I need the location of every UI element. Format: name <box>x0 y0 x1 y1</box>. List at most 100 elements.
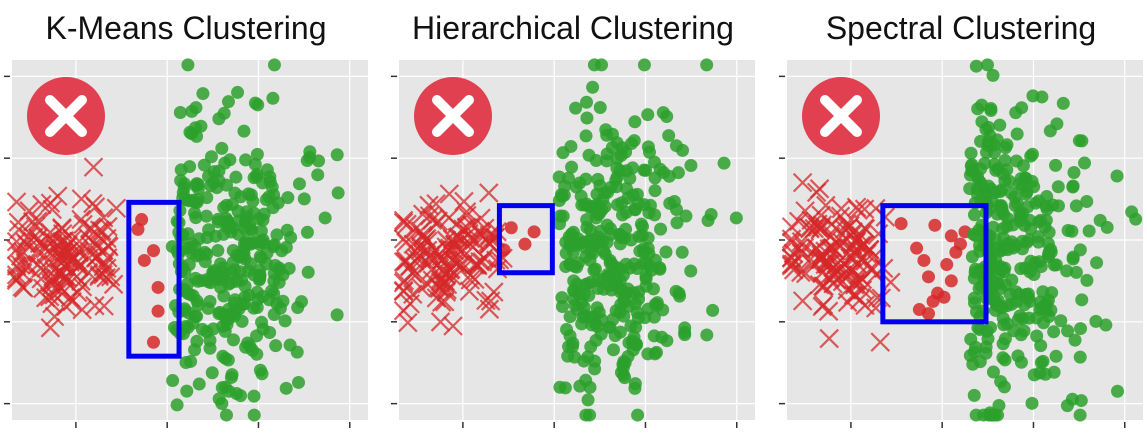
data-point <box>619 145 633 159</box>
data-point <box>967 388 981 402</box>
data-point <box>1089 314 1103 328</box>
data-point <box>583 380 597 394</box>
data-point <box>199 209 213 223</box>
data-point <box>190 309 204 323</box>
data-point <box>994 375 1008 389</box>
data-point-x <box>44 306 65 327</box>
panel-spectral: Spectral Clustering <box>775 0 1147 439</box>
data-point <box>173 106 187 120</box>
data-point <box>254 235 268 249</box>
data-point-x <box>783 254 804 274</box>
data-point <box>151 304 165 318</box>
data-point-x <box>6 265 27 285</box>
data-point <box>580 111 594 125</box>
data-point <box>240 237 254 251</box>
data-point <box>910 241 924 255</box>
data-point <box>673 289 687 303</box>
data-point <box>603 253 617 267</box>
data-point <box>146 335 160 349</box>
data-point <box>627 330 641 344</box>
data-point <box>215 141 229 155</box>
data-point <box>1021 200 1035 214</box>
data-point-x <box>395 232 416 253</box>
data-point-x <box>6 239 27 260</box>
data-point-x <box>823 273 843 294</box>
data-point <box>613 273 627 287</box>
data-point <box>239 153 253 167</box>
panel-kmeans: K-Means Clustering <box>0 0 372 439</box>
data-point <box>185 237 199 251</box>
data-point <box>928 218 942 232</box>
data-point-x <box>17 234 37 255</box>
data-point-x <box>442 250 462 270</box>
data-point-x <box>52 217 72 238</box>
data-point-x <box>55 267 75 287</box>
data-point <box>1002 174 1016 188</box>
points-layer <box>6 58 345 422</box>
data-point <box>250 301 264 315</box>
data-point-x <box>71 189 92 209</box>
data-point-x <box>85 197 106 217</box>
data-point-x <box>430 312 451 332</box>
data-point <box>188 195 202 209</box>
data-point <box>200 191 214 205</box>
data-point-x <box>791 243 812 264</box>
data-point <box>627 134 641 148</box>
data-point <box>221 216 235 230</box>
data-point <box>729 211 743 225</box>
data-point <box>200 325 214 339</box>
data-point <box>1004 186 1018 200</box>
data-point <box>198 255 212 269</box>
data-point <box>616 357 630 371</box>
data-point <box>940 258 954 272</box>
data-point <box>196 87 210 101</box>
data-point-x <box>393 300 414 321</box>
data-point <box>646 282 660 296</box>
data-point-x <box>459 223 479 244</box>
data-point <box>1023 265 1037 279</box>
data-point <box>266 240 280 254</box>
data-point <box>1061 224 1075 238</box>
data-point <box>256 213 270 227</box>
data-point <box>206 176 220 190</box>
data-point <box>581 393 595 407</box>
data-point <box>1040 190 1054 204</box>
data-point-x <box>6 256 27 276</box>
data-point <box>330 148 344 162</box>
data-point <box>552 170 566 184</box>
data-point <box>580 95 594 109</box>
x-mark-icon <box>45 95 87 137</box>
data-point <box>1032 215 1046 229</box>
data-point-x <box>439 208 459 228</box>
data-point <box>568 284 582 298</box>
data-point <box>700 58 714 72</box>
data-point <box>964 332 978 346</box>
data-point <box>921 270 935 284</box>
data-point <box>984 103 998 117</box>
data-point <box>953 237 967 251</box>
data-point <box>577 354 591 368</box>
data-point <box>244 257 258 271</box>
data-point <box>589 211 603 225</box>
data-point <box>166 374 180 388</box>
data-point-x <box>30 258 51 279</box>
data-point <box>594 327 608 341</box>
data-point <box>1009 154 1023 168</box>
data-point <box>330 308 344 322</box>
data-point <box>1039 199 1053 213</box>
data-point <box>654 222 668 236</box>
data-point <box>174 163 188 177</box>
data-point-x <box>22 211 43 232</box>
data-point <box>1034 356 1048 370</box>
data-point-x <box>98 216 118 237</box>
data-point <box>641 108 655 122</box>
data-point <box>981 58 995 72</box>
data-point-x <box>58 235 78 255</box>
data-point <box>318 211 332 225</box>
data-point <box>552 194 566 208</box>
data-point <box>573 379 587 393</box>
data-point-x <box>479 183 499 203</box>
data-point-x <box>413 227 433 248</box>
data-point <box>555 300 569 314</box>
data-point <box>1072 134 1086 148</box>
